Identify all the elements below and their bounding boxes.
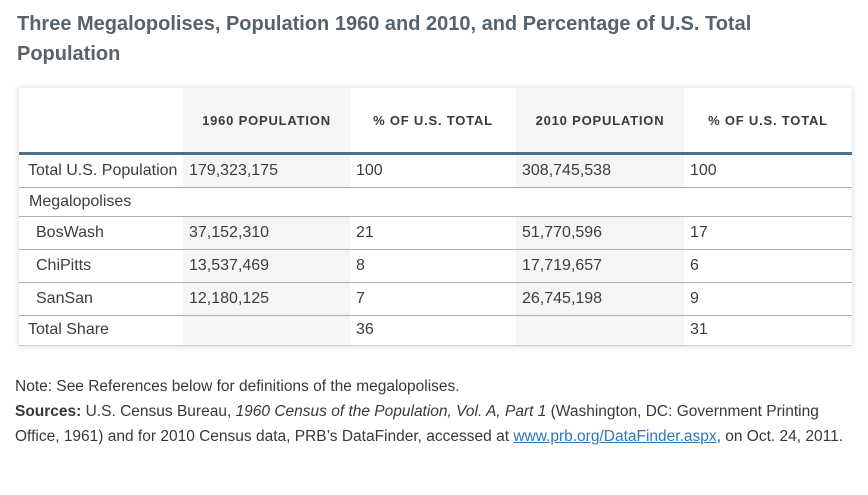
cell-pct-2010: 100 [690,162,717,179]
note-text: Note: See References below for definitio… [15,378,460,395]
cell-pop-2010: 308,745,538 [516,153,684,188]
column-header-blank [19,88,183,154]
table-footer: Note: See References below for definitio… [15,374,863,449]
table-row-megalopolises-section: Megalopolises [19,187,852,217]
table-row-chipitts: ChiPitts 13,537,469 8 17,719,657 6 [19,249,852,283]
table-row-sansan: SanSan 12,180,125 7 26,745,198 9 [19,282,852,316]
cell-pct-2010: 9 [684,282,852,316]
cell-pop-2010: 17,719,657 [516,249,684,283]
cell-pct-2010: 17 [684,216,852,250]
header-row: 1960 POPULATION % OF U.S. TOTAL 2010 POP… [19,88,852,154]
column-header-pct-us-total-2010: % OF U.S. TOTAL [708,112,828,128]
page-title: Three Megalopolises, Population 1960 and… [17,13,752,65]
row-label: Total U.S. Population [28,162,178,179]
sources-part3: , on Oct. 24, 2011. [716,428,844,445]
sources-part1: U.S. Census Bureau, [81,403,236,420]
row-label: SanSan [19,282,183,316]
cell-pop-1960 [183,315,350,346]
cell-pct-1960: 100 [356,162,383,179]
sources-text: Sources: U.S. Census Bureau, 1960 Census… [15,399,863,449]
cell-pop-2010: 51,770,596 [516,216,684,250]
sources-part2: (Washington, DC: Government Printing Off… [15,403,819,445]
datafinder-link[interactable]: www.prb.org/DataFinder.aspx [513,428,717,445]
cell-pop-1960: 12,180,125 [183,282,350,316]
row-label: Total Share [19,315,183,346]
cell-pct-2010: 31 [684,315,852,346]
sources-citation-title: 1960 Census of the Population, Vol. A, P… [235,403,547,420]
row-label: ChiPitts [19,249,183,283]
column-header-pct-us-total-1960: % OF U.S. TOTAL [373,112,493,128]
cell-pop-2010: 26,745,198 [516,282,684,316]
sources-label: Sources: [15,403,82,420]
cell-pct-1960: 7 [350,282,516,316]
section-label: Megalopolises [19,187,852,217]
column-header-2010-population: 2010 POPULATION [516,88,684,154]
table-row-boswash: BosWash 37,152,310 21 51,770,596 17 [19,216,852,250]
cell-pct-1960: 8 [350,249,516,283]
cell-pct-2010: 6 [684,249,852,283]
cell-pop-1960: 179,323,175 [183,153,350,188]
table-row-total-share: Total Share 36 31 [19,315,852,346]
population-table-card: 1960 POPULATION % OF U.S. TOTAL 2010 POP… [19,88,852,346]
row-label: BosWash [19,216,183,250]
cell-pop-2010 [516,315,684,346]
cell-pop-1960: 13,537,469 [183,249,350,283]
population-table: 1960 POPULATION % OF U.S. TOTAL 2010 POP… [19,88,852,346]
cell-pop-1960: 37,152,310 [183,216,350,250]
cell-pct-1960: 21 [350,216,516,250]
table-row-total-us-population: Total U.S. Population 179,323,175 100 30… [19,153,852,188]
column-header-1960-population: 1960 POPULATION [183,88,350,154]
cell-pct-1960: 36 [350,315,516,346]
